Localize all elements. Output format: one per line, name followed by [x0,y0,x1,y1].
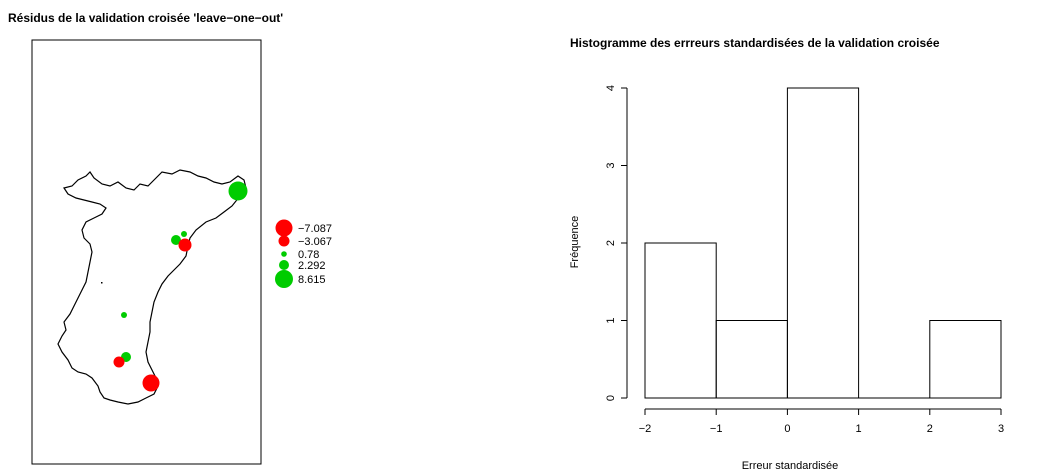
legend-label: −3.067 [298,236,332,248]
y-axis-label: Fréquence [569,216,581,269]
legend-symbol [275,219,293,237]
histogram-title: Histogramme des errreurs standardisées d… [570,36,940,50]
histogram-bar [715,320,788,399]
histogram-bar [786,87,860,399]
residual-point-negative-medium [178,238,192,252]
y-tick-label: 3 [605,162,617,168]
outline-dot [101,282,103,284]
residual-point-positive-large [228,181,248,201]
residual-point-negative-medium [113,356,125,368]
x-tick-label: 3 [998,423,1004,435]
legend-symbol [281,251,287,257]
histogram-bar [929,320,1002,399]
y-tick-label: 1 [605,317,617,323]
x-tick-label: 2 [927,423,933,435]
map-title: Résidus de la validation croisée 'leave−… [8,11,283,25]
legend-label: 0.78 [298,249,319,261]
x-axis: −2 −1 0 1 2 3 [639,408,1004,435]
map-frame [31,39,262,465]
residual-point-positive-medium [171,235,181,245]
x-tick-label: −1 [710,423,723,435]
y-tick-label: 2 [605,240,617,246]
histogram-bars [644,87,1002,399]
region-outline [57,169,247,405]
x-axis-label: Erreur standardisée [742,460,839,471]
legend-label: 2.292 [298,260,326,272]
x-tick-label: −2 [639,423,652,435]
map-legend: −7.087 −3.067 0.78 2.292 8.615 [275,219,332,288]
y-tick-label: 0 [605,395,617,401]
legend-symbol [278,235,290,247]
y-axis: 0 1 2 3 4 [605,85,628,401]
legend-label: −7.087 [298,223,332,235]
legend-label: 8.615 [298,274,326,286]
legend-symbol [279,260,289,270]
y-tick-label: 4 [605,85,617,91]
x-tick-label: 0 [784,423,790,435]
residual-point-positive-small [121,312,127,318]
histogram-bar [644,242,717,399]
legend-symbol [275,270,293,288]
residual-point-negative-large [142,374,160,392]
residual-point-positive-small [181,231,187,237]
x-tick-label: 1 [856,423,862,435]
